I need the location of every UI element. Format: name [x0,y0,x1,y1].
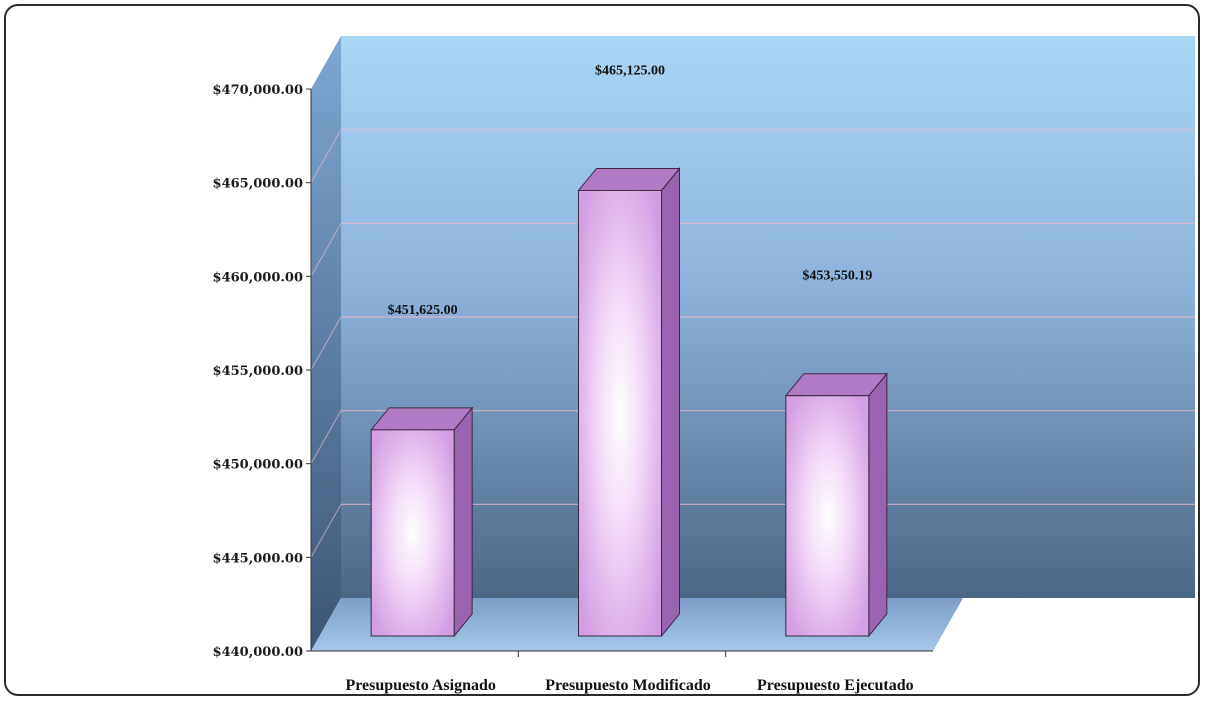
gridline-side [310,504,342,558]
y-tick-label: $460,000.00 [213,270,303,285]
bar-front [578,189,662,637]
bars [370,167,888,638]
y-tick-label: $470,000.00 [213,83,303,98]
gridlines [310,129,1195,558]
x-tick-label: Presupuesto Modificado [545,677,710,694]
bar-side [868,372,888,638]
bar-side [661,167,680,638]
bar [370,406,474,638]
gridline-side [310,410,342,464]
bar-top [784,373,888,397]
bar [577,167,681,638]
data-label: $465,125.00 [595,63,665,78]
bar-top [577,167,681,191]
y-tick-label: $465,000.00 [213,177,303,192]
x-tick-label: Presupuesto Asignado [345,677,495,694]
data-label: $453,550.19 [802,269,872,284]
gridline-side [310,223,342,277]
y-tick-label: $455,000.00 [213,364,303,379]
y-tick-label: $445,000.00 [213,551,303,566]
labels: $451,625.00 Presupuesto Asignado $465,125.… [345,63,913,694]
bar [784,372,888,638]
bar-front [370,429,455,637]
bar-top [370,407,474,431]
y-tick-label: $450,000.00 [213,458,303,473]
x-tick-label: Presupuesto Ejecutado [757,677,914,694]
bar-front [785,395,870,637]
axes: $440,000.00 $445,000.00 $450,000.00 $455,00… [213,83,933,660]
y-tick-label: $440,000.00 [213,645,303,660]
bar-side [453,406,473,638]
gridline-side [310,129,342,183]
data-label: $451,625.00 [388,303,458,318]
gridline-side [310,316,342,371]
